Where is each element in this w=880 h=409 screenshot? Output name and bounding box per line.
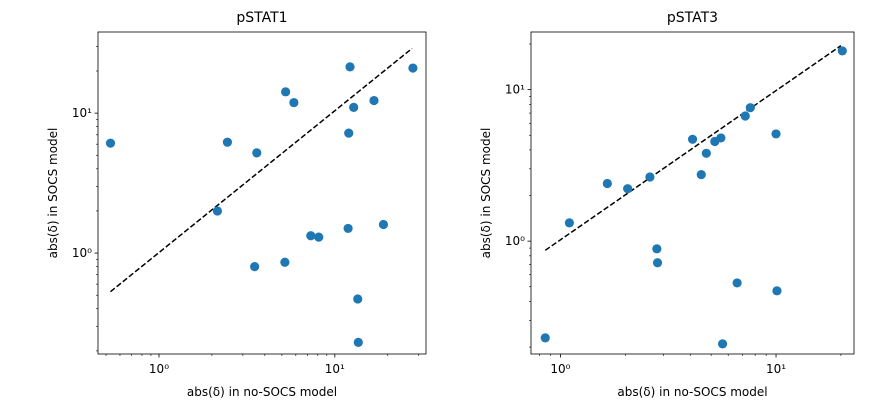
data-point <box>349 102 359 112</box>
data-point <box>745 103 755 113</box>
data-point <box>623 184 633 194</box>
data-point <box>652 244 662 254</box>
data-point <box>378 219 389 230</box>
x-tick-label: 10⁰ <box>149 362 169 376</box>
data-point <box>645 172 655 182</box>
data-point <box>369 95 379 106</box>
y-tick-label: 10¹ <box>72 106 92 120</box>
x-tick-label: 10⁰ <box>550 362 570 376</box>
x-tick-label: 10¹ <box>325 362 345 376</box>
data-point <box>701 148 711 158</box>
data-point <box>212 206 223 216</box>
data-point <box>772 286 782 296</box>
data-point <box>280 257 290 267</box>
data-point <box>717 339 728 349</box>
data-point <box>602 178 612 189</box>
data-point <box>345 62 355 72</box>
data-point <box>105 138 116 148</box>
data-point <box>716 133 726 143</box>
reference-line <box>544 45 842 251</box>
y-tick-label: 10⁰ <box>72 246 92 260</box>
y-tick-label: 10⁰ <box>505 234 525 248</box>
subplot-pstat1: 10⁰ 10¹ 10⁰ 10¹ pSTAT1 abs(δ) in no-SOCS mode… <box>46 10 427 399</box>
subplot-pstat3: 10⁰ 10¹ 10⁰ 10¹ pSTAT3 abs(δ) in no-SOCS mode… <box>479 10 855 399</box>
reference-line <box>110 47 413 293</box>
data-point <box>344 128 354 138</box>
data-point <box>281 87 291 97</box>
data-point <box>740 111 750 121</box>
x-axis-label: abs(δ) in no-SOCS model <box>617 385 767 399</box>
chart-title: pSTAT1 <box>236 10 287 26</box>
x-tick-label: 10¹ <box>766 362 786 376</box>
data-point <box>343 223 353 234</box>
data-point <box>222 137 233 147</box>
data-point <box>732 278 742 288</box>
data-point <box>837 46 847 56</box>
axes-frame <box>530 31 855 355</box>
data-point <box>289 97 299 108</box>
data-point <box>250 262 260 272</box>
data-point <box>540 333 550 343</box>
data-point <box>252 148 262 158</box>
data-point <box>771 129 781 139</box>
data-point <box>408 63 418 73</box>
data-point <box>314 232 324 242</box>
data-point <box>564 218 574 228</box>
y-axis-label: abs(δ) in SOCS model <box>46 128 60 259</box>
axes-frame <box>97 31 427 355</box>
data-point <box>306 231 316 241</box>
y-tick-label: 10¹ <box>505 83 525 97</box>
x-axis-label: abs(δ) in no-SOCS model <box>187 385 337 399</box>
data-point <box>353 294 363 304</box>
data-point <box>687 134 698 144</box>
data-point <box>652 258 663 268</box>
chart-title: pSTAT3 <box>667 10 718 26</box>
data-point <box>353 337 363 347</box>
y-axis-label: abs(δ) in SOCS model <box>479 128 493 259</box>
data-point <box>696 169 706 180</box>
